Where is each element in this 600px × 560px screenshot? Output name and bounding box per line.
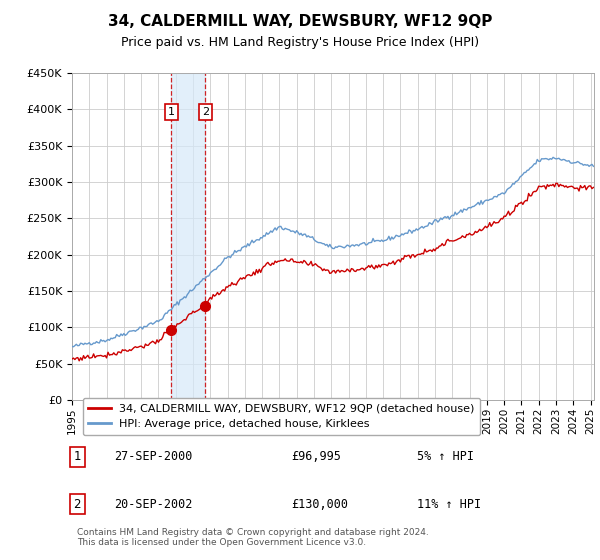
Text: Contains HM Land Registry data © Crown copyright and database right 2024.
This d: Contains HM Land Registry data © Crown c… (77, 528, 429, 547)
Text: 5% ↑ HPI: 5% ↑ HPI (416, 450, 473, 463)
Text: £96,995: £96,995 (291, 450, 341, 463)
Text: Price paid vs. HM Land Registry's House Price Index (HPI): Price paid vs. HM Land Registry's House … (121, 36, 479, 49)
Text: 11% ↑ HPI: 11% ↑ HPI (416, 498, 481, 511)
Bar (172, 73, 205, 400)
Text: 27-SEP-2000: 27-SEP-2000 (114, 450, 192, 463)
Text: 1: 1 (73, 450, 81, 463)
Text: 34, CALDERMILL WAY, DEWSBURY, WF12 9QP: 34, CALDERMILL WAY, DEWSBURY, WF12 9QP (108, 14, 492, 29)
Text: 20-SEP-2002: 20-SEP-2002 (114, 498, 192, 511)
Text: 1: 1 (168, 107, 175, 117)
Text: £130,000: £130,000 (291, 498, 348, 511)
Text: 2: 2 (73, 498, 81, 511)
Legend: 34, CALDERMILL WAY, DEWSBURY, WF12 9QP (detached house), HPI: Average price, det: 34, CALDERMILL WAY, DEWSBURY, WF12 9QP (… (83, 398, 481, 435)
Text: 2: 2 (202, 107, 209, 117)
